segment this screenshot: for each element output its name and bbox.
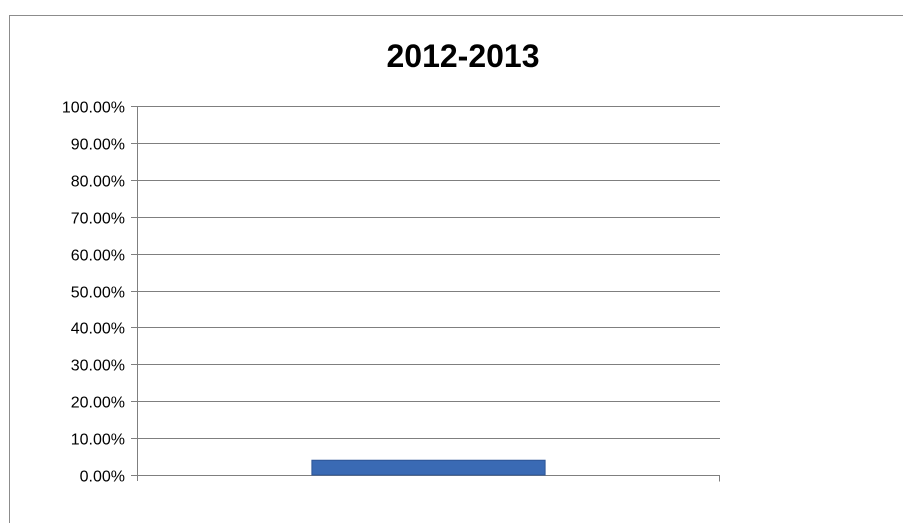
y-tick-label: 70.00% bbox=[71, 211, 125, 228]
y-tick-label: 10.00% bbox=[71, 432, 125, 449]
axes bbox=[131, 106, 720, 482]
y-tick-label: 30.00% bbox=[71, 358, 125, 375]
y-tick-label: 100.00% bbox=[62, 100, 125, 117]
y-tick-label: 90.00% bbox=[71, 137, 125, 154]
y-tick-label: 0.00% bbox=[80, 469, 125, 486]
y-tick-label: 50.00% bbox=[71, 285, 125, 302]
y-axis-tick-labels: 0.00% 10.00% 20.00% 30.00% 40.00% 50.00% 60.00… bbox=[62, 100, 125, 486]
y-tick-label: 20.00% bbox=[71, 395, 125, 412]
y-tick-label: 80.00% bbox=[71, 174, 125, 191]
gridlines bbox=[137, 106, 720, 439]
bar bbox=[311, 459, 546, 476]
chart-title: 2012-2013 bbox=[386, 38, 539, 74]
bars bbox=[311, 459, 546, 476]
y-tick-label: 40.00% bbox=[71, 321, 125, 338]
y-tick-label: 60.00% bbox=[71, 248, 125, 265]
